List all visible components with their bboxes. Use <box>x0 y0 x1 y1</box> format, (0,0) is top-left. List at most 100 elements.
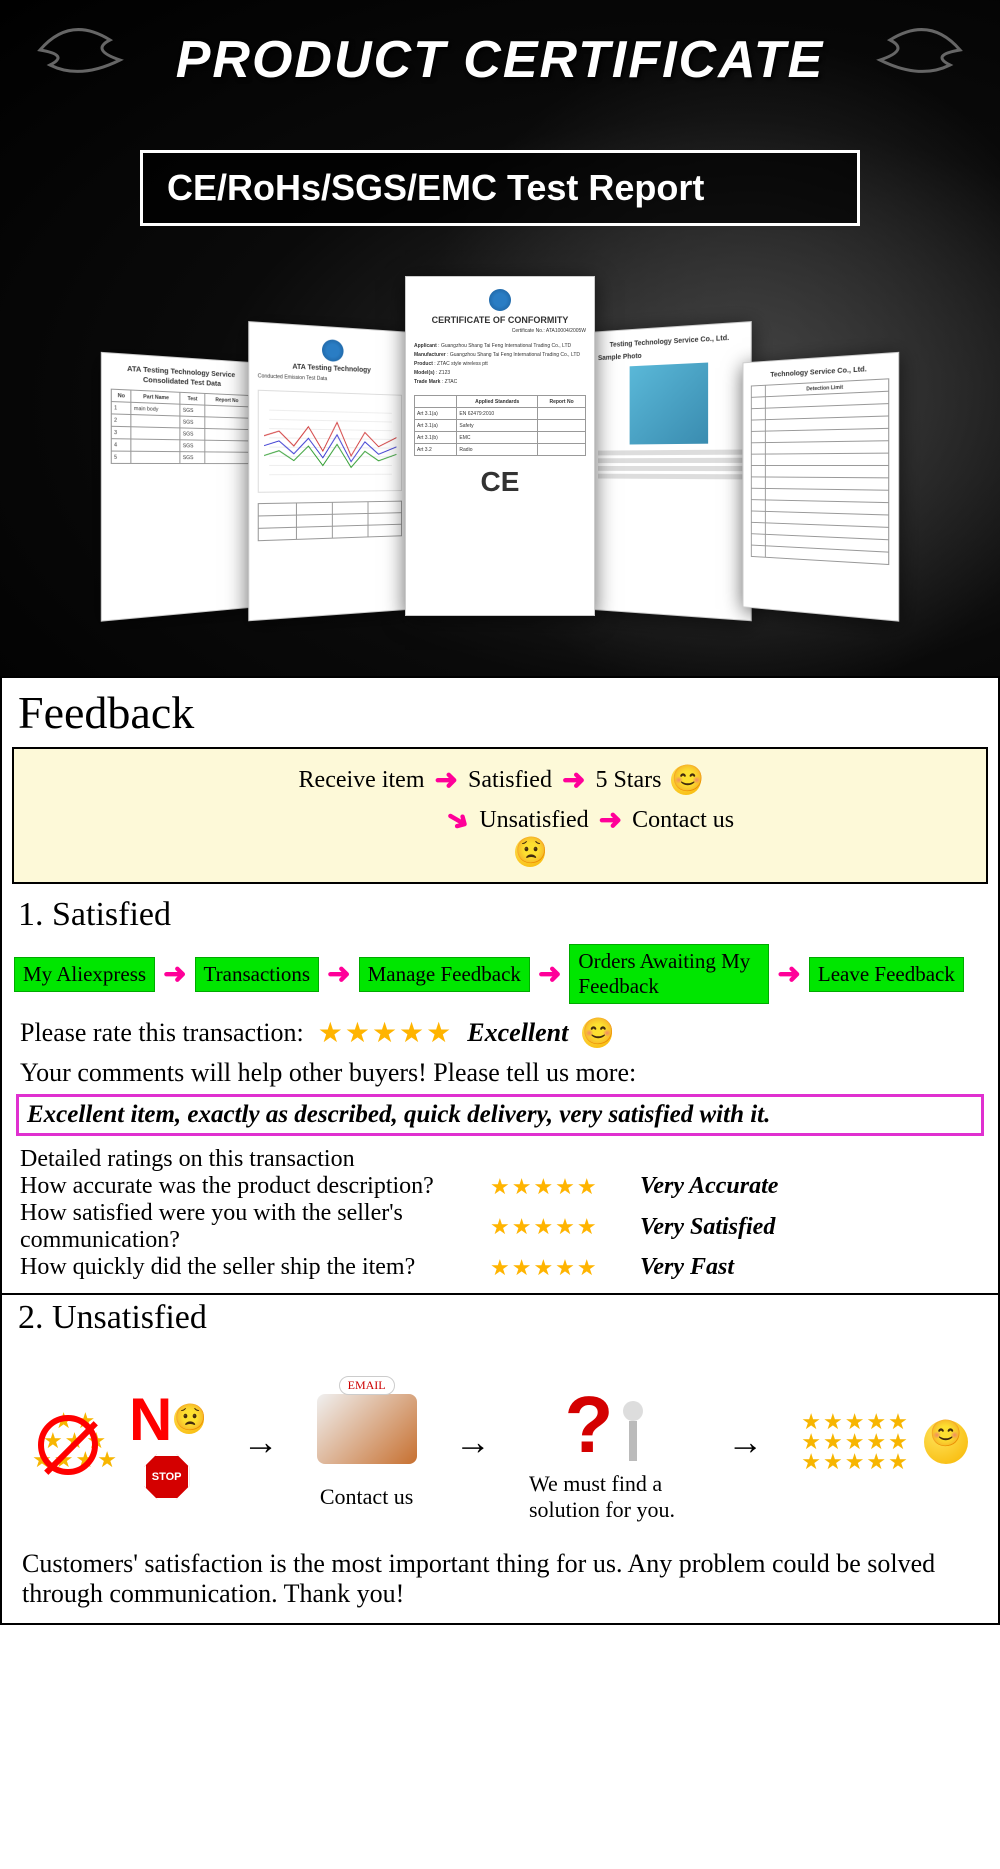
stars-icon: ★★★★★ <box>490 1174 640 1200</box>
step-box: Leave Feedback <box>809 957 964 992</box>
frown-row <box>34 837 966 872</box>
frown-emoji-icon <box>515 837 545 867</box>
unsatisfied-flow: ★★★★★★★★★ N STOP → EMAIL Contact us <box>2 1341 998 1543</box>
cert-doc-5: Technology Service Co., Ltd. Detection L… <box>743 352 900 622</box>
five-stars-stack-icon: ★★★★★★★★★★★★★★★ <box>801 1412 910 1471</box>
doc4-heading: Testing Technology Service Co., Ltd. <box>598 334 742 349</box>
doc3-heading: CERTIFICATE OF CONFORMITY <box>414 315 586 325</box>
step-box: Manage Feedback <box>359 957 530 992</box>
doc5-table: Detection Limit <box>751 378 889 565</box>
rate-prompt: Please rate this transaction: <box>20 1018 304 1048</box>
smile-emoji-icon <box>582 1018 612 1048</box>
doc3-manufacturer: Manufacturer <box>414 352 446 358</box>
frown-emoji-icon <box>174 1404 204 1434</box>
doc3-product: Product <box>414 361 433 367</box>
cert-doc-1: ATA Testing Technology Service Consolida… <box>101 352 258 622</box>
unsat-solution: ? We must find a solution for you. <box>529 1361 689 1523</box>
email-label: EMAIL <box>339 1376 395 1395</box>
certificate-title: PRODUCT CERTIFICATE <box>0 30 1000 90</box>
flow-satisfied: Satisfied <box>468 767 552 794</box>
email-icon: EMAIL <box>317 1394 417 1464</box>
arrow-down-right-icon: ➜ <box>439 799 476 840</box>
certificate-subtitle-box: CE/RoHs/SGS/EMC Test Report <box>140 150 860 226</box>
detail-q: How satisfied were you with the seller's… <box>20 1200 490 1254</box>
prohibit-circle-icon <box>38 1415 98 1475</box>
unsat-contact: EMAIL Contact us <box>317 1374 417 1510</box>
stop-sign-icon: STOP <box>144 1454 190 1500</box>
doc4-text-lines <box>598 450 742 480</box>
no-text: N <box>129 1385 172 1454</box>
detail-q: How accurate was the product description… <box>20 1173 490 1200</box>
feedback-flow-row-2: ➜ Unsatisfied ➜ Contact us <box>34 803 966 837</box>
step-box: Transactions <box>195 957 320 992</box>
arrow-right-icon: → <box>727 1421 763 1463</box>
unsat-resolved: ★★★★★★★★★★★★★★★ <box>801 1387 968 1497</box>
detail-row: How accurate was the product description… <box>20 1173 980 1200</box>
doc3-applicant: Applicant <box>414 343 437 349</box>
doc3-trademark: Trade Mark <box>414 379 440 385</box>
arrow-right-icon: → <box>455 1421 491 1463</box>
arrow-right-icon: ➜ <box>777 957 800 991</box>
doc4-subheading: Sample Photo <box>598 347 742 362</box>
arrow-right-icon: ➜ <box>599 803 622 837</box>
unsat-no-stars: ★★★★★★★★★ N STOP <box>32 1387 204 1497</box>
feedback-title: Feedback <box>2 678 998 747</box>
highlight-comment: Excellent item, exactly as described, qu… <box>16 1094 984 1136</box>
person-thinking-icon <box>613 1401 653 1471</box>
arrow-right-icon: ➜ <box>538 957 561 991</box>
detail-row: How satisfied were you with the seller's… <box>20 1200 980 1254</box>
question-mark-icon: ? <box>565 1379 614 1471</box>
arrow-right-icon: ➜ <box>435 763 458 797</box>
contact-label: Contact us <box>317 1484 417 1510</box>
rate-label: Excellent <box>467 1018 568 1048</box>
detail-q: How quickly did the seller ship the item… <box>20 1254 490 1281</box>
satisfied-heading: 1. Satisfied <box>2 892 998 938</box>
arrow-right-icon: ➜ <box>163 957 186 991</box>
flow-unsatisfied: Unsatisfied <box>479 807 588 834</box>
feedback-flow-box: Receive item ➜ Satisfied ➜ 5 Stars ➜ Uns… <box>12 747 988 884</box>
flow-receive: Receive item <box>299 767 425 794</box>
detail-ratings: Detailed ratings on this transaction How… <box>2 1140 998 1287</box>
doc3-model: Model(s) <box>414 370 435 376</box>
doc2-logo-icon <box>322 339 344 362</box>
unsatisfied-heading: 2. Unsatisfied <box>2 1295 998 1341</box>
details-heading: Detailed ratings on this transaction <box>20 1146 980 1173</box>
flow-contact: Contact us <box>632 807 734 834</box>
comments-prompt: Your comments will help other buyers! Pl… <box>2 1056 998 1090</box>
stars-icon: ★★★★★ <box>490 1255 640 1281</box>
doc2-subheading: Conducted Emission Test Data <box>258 373 402 385</box>
stars-icon: ★★★★★ <box>318 1016 454 1050</box>
doc3-certno: Certificate No.: ATA10004/2005W <box>414 328 586 334</box>
doc2-chart <box>258 390 402 493</box>
doc4-sample-photo <box>629 363 707 445</box>
doc1-table: NoPart NameTestReport No1main bodySGS2SG… <box>111 389 249 464</box>
certificate-documents: ATA Testing Technology Service Consolida… <box>0 256 1000 676</box>
arrow-right-icon: ➜ <box>327 957 350 991</box>
satisfied-steps: My Aliexpress ➜ Transactions ➜ Manage Fe… <box>2 938 998 1010</box>
feedback-flow-row-1: Receive item ➜ Satisfied ➜ 5 Stars <box>34 763 966 797</box>
flow-5stars: 5 Stars <box>595 767 661 794</box>
doc2-table <box>258 501 402 542</box>
detail-a: Very Satisfied <box>640 1214 775 1241</box>
rate-line: Please rate this transaction: ★★★★★ Exce… <box>2 1010 998 1056</box>
doc5-heading: Technology Service Co., Ltd. <box>751 365 889 380</box>
cert-doc-2: ATA Testing Technology Conducted Emissio… <box>248 321 410 621</box>
smile-emoji-icon <box>671 765 701 795</box>
cert-doc-3-main: CERTIFICATE OF CONFORMITY Certificate No… <box>405 276 595 616</box>
detail-a: Very Fast <box>640 1254 734 1281</box>
certificate-header: PRODUCT CERTIFICATE <box>0 0 1000 110</box>
doc3-logo-icon <box>489 289 511 311</box>
certificate-section: PRODUCT CERTIFICATE CE/RoHs/SGS/EMC Test… <box>0 0 1000 676</box>
arrow-right-icon: ➜ <box>562 763 585 797</box>
detail-a: Very Accurate <box>640 1173 778 1200</box>
solution-label: We must find a solution for you. <box>529 1471 689 1523</box>
doc3-standards-table: Applied StandardsReport NoArt 3.1(a)EN 6… <box>414 395 586 456</box>
footer-text: Customers' satisfaction is the most impo… <box>2 1543 998 1623</box>
ce-mark-icon: CE <box>414 466 586 498</box>
detail-row: How quickly did the seller ship the item… <box>20 1254 980 1281</box>
step-box: Orders Awaiting My Feedback <box>569 944 769 1004</box>
arrow-right-icon: → <box>242 1421 278 1463</box>
stars-icon: ★★★★★ <box>490 1214 640 1240</box>
feedback-section: Feedback Receive item ➜ Satisfied ➜ 5 St… <box>0 676 1000 1625</box>
certificate-subtitle: CE/RoHs/SGS/EMC Test Report <box>167 167 833 209</box>
